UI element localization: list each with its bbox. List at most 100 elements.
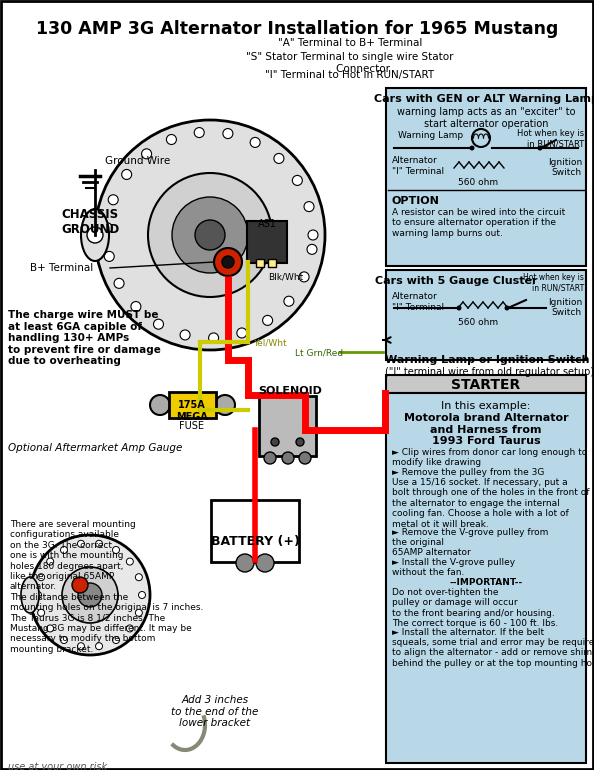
Text: AS1: AS1 [258, 219, 276, 229]
FancyBboxPatch shape [386, 88, 586, 266]
Text: Blk/Wht: Blk/Wht [268, 272, 304, 281]
FancyBboxPatch shape [256, 259, 264, 267]
Text: Yel/Wht: Yel/Wht [253, 338, 287, 347]
FancyBboxPatch shape [211, 500, 299, 562]
Text: BATTERY (+): BATTERY (+) [210, 535, 299, 548]
Circle shape [112, 637, 119, 644]
Circle shape [264, 452, 276, 464]
Circle shape [37, 574, 45, 581]
Circle shape [141, 149, 151, 159]
Circle shape [469, 146, 475, 150]
Text: Add 3 inches
to the end of the
lower bracket: Add 3 inches to the end of the lower bra… [171, 695, 259, 728]
Circle shape [62, 567, 118, 623]
Circle shape [166, 135, 176, 145]
Circle shape [138, 591, 146, 598]
Circle shape [135, 609, 143, 616]
Text: "S" Stator Terminal to single wire Stator
        Connector: "S" Stator Terminal to single wire Stato… [247, 52, 454, 74]
Text: "I" Terminal: "I" Terminal [392, 303, 444, 312]
Text: "I" Terminal: "I" Terminal [392, 167, 444, 176]
Circle shape [47, 558, 53, 565]
Text: 130 AMP 3G Alternator Installation for 1965 Mustang: 130 AMP 3G Alternator Installation for 1… [36, 20, 558, 38]
Circle shape [304, 202, 314, 212]
Circle shape [47, 625, 53, 632]
Text: OPTION: OPTION [392, 196, 440, 206]
Text: Ignition
Switch: Ignition Switch [548, 158, 582, 177]
Circle shape [30, 535, 150, 655]
Circle shape [307, 244, 317, 254]
Text: the original
65AMP alternator: the original 65AMP alternator [392, 538, 471, 557]
Circle shape [61, 547, 68, 554]
Circle shape [208, 333, 219, 343]
Text: Cars with 5 Gauge Cluster: Cars with 5 Gauge Cluster [375, 276, 537, 286]
Circle shape [194, 128, 204, 138]
Text: 560 ohm: 560 ohm [458, 178, 498, 187]
Text: ► Clip wires from donor car long enough to: ► Clip wires from donor car long enough … [392, 448, 587, 457]
Text: ("I" terminal wire from old regulator setup): ("I" terminal wire from old regulator se… [385, 367, 594, 377]
Text: Cars with GEN or ALT Warning Lamp: Cars with GEN or ALT Warning Lamp [374, 94, 594, 104]
Circle shape [214, 248, 242, 276]
Circle shape [127, 625, 133, 632]
FancyBboxPatch shape [247, 221, 287, 263]
Ellipse shape [21, 577, 39, 613]
Circle shape [105, 252, 114, 261]
Circle shape [114, 279, 124, 288]
Text: Ground Wire: Ground Wire [105, 156, 170, 166]
Circle shape [215, 395, 235, 415]
Circle shape [34, 591, 42, 598]
Circle shape [180, 330, 190, 340]
Circle shape [195, 220, 225, 250]
FancyBboxPatch shape [169, 392, 216, 418]
Circle shape [271, 438, 279, 446]
Text: "A" Terminal to B+ Terminal: "A" Terminal to B+ Terminal [278, 38, 422, 48]
Circle shape [135, 574, 143, 581]
FancyBboxPatch shape [259, 396, 316, 456]
Text: Warning Lamp or Ignition Switch: Warning Lamp or Ignition Switch [385, 355, 589, 365]
Text: In this example:: In this example: [441, 401, 530, 411]
Circle shape [223, 129, 233, 139]
Ellipse shape [81, 209, 109, 261]
FancyBboxPatch shape [268, 259, 276, 267]
Text: ► Install the V-grove pulley: ► Install the V-grove pulley [392, 558, 515, 567]
Text: SOLENOID: SOLENOID [258, 386, 322, 396]
FancyBboxPatch shape [386, 393, 586, 763]
Circle shape [77, 541, 84, 547]
Circle shape [222, 256, 234, 268]
Text: Ignition
Switch: Ignition Switch [548, 298, 582, 317]
Circle shape [127, 558, 133, 565]
Circle shape [102, 223, 112, 233]
Circle shape [250, 137, 260, 147]
Text: A resistor can be wired into the circuit
to ensure alternator operation if the
w: A resistor can be wired into the circuit… [392, 208, 565, 238]
Text: "I" Terminal to Hot in RUN/START: "I" Terminal to Hot in RUN/START [266, 70, 435, 80]
Circle shape [95, 120, 325, 350]
Text: There are several mounting
configurations available
on the 3G. The correct
one i: There are several mounting configuration… [10, 520, 203, 654]
FancyBboxPatch shape [386, 270, 586, 360]
Text: Alternator: Alternator [392, 292, 438, 301]
Circle shape [153, 320, 163, 330]
Circle shape [308, 230, 318, 240]
Text: STARTER: STARTER [451, 378, 520, 392]
Text: Hot when key is
in RUN/START: Hot when key is in RUN/START [523, 273, 584, 293]
Text: Do not over-tighten the
pulley or damage will occur
to the front bearing and/or : Do not over-tighten the pulley or damage… [392, 588, 558, 628]
Circle shape [96, 541, 103, 547]
FancyBboxPatch shape [386, 375, 586, 393]
Circle shape [77, 643, 84, 650]
Text: Hot when key is
in RUN/START: Hot when key is in RUN/START [517, 129, 584, 149]
Circle shape [282, 452, 294, 464]
Circle shape [284, 296, 294, 306]
Text: Alternator: Alternator [392, 156, 438, 165]
Circle shape [296, 438, 304, 446]
Circle shape [299, 452, 311, 464]
Text: 560 ohm: 560 ohm [458, 318, 498, 327]
Circle shape [256, 554, 274, 572]
Circle shape [112, 547, 119, 554]
Text: FUSE: FUSE [179, 421, 204, 431]
Text: squeals, some trial and error may be required
to align the alternator - add or r: squeals, some trial and error may be req… [392, 638, 594, 668]
Text: warning lamp acts as an "exciter" to
start alternator operation: warning lamp acts as an "exciter" to sta… [397, 107, 575, 129]
Text: CHASSIS
GROUND: CHASSIS GROUND [61, 208, 119, 236]
Text: ► Remove the V-grove pulley from: ► Remove the V-grove pulley from [392, 528, 548, 537]
Text: B+ Terminal: B+ Terminal [30, 263, 93, 273]
Circle shape [150, 395, 170, 415]
Circle shape [236, 554, 254, 572]
Text: Use a 15/16 socket. If necessary, put a
bolt through one of the holes in the fro: Use a 15/16 socket. If necessary, put a … [392, 478, 589, 528]
Circle shape [131, 302, 141, 312]
